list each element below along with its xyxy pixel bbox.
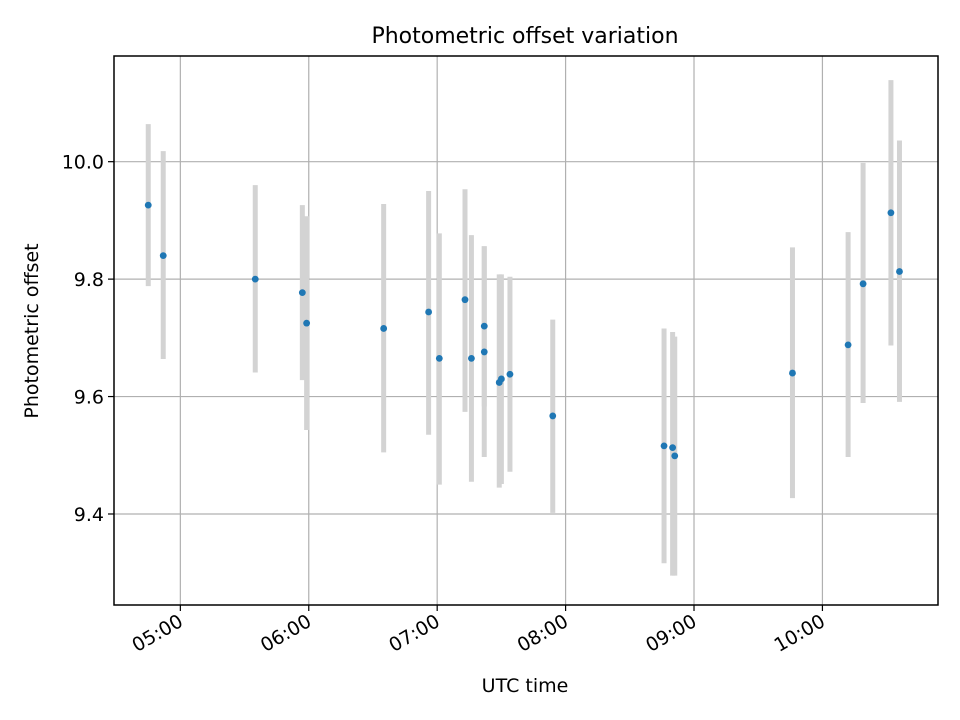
chart-title: Photometric offset variation [371, 24, 678, 49]
data-point [844, 341, 852, 349]
data-point [549, 412, 557, 420]
plot-frame [113, 55, 939, 606]
data-point [425, 308, 433, 316]
y-tick-label: 9.6 [74, 387, 104, 409]
data-point [789, 369, 796, 377]
data-point [159, 252, 167, 260]
data-point [251, 275, 259, 283]
data-point [480, 348, 488, 356]
data-point [144, 201, 152, 209]
data-point [480, 322, 488, 330]
data-point [859, 280, 867, 288]
y-tick-label: 9.4 [74, 504, 104, 526]
data-point [303, 319, 311, 327]
y-tick-label: 9.8 [74, 269, 104, 291]
data-point [660, 442, 668, 450]
data-point [896, 268, 903, 275]
y-axis-label: Photometric offset [21, 243, 43, 418]
data-point [435, 354, 443, 362]
data-points [144, 201, 903, 460]
data-point [887, 209, 895, 217]
data-point [497, 375, 505, 383]
y-tick-label: 10.0 [62, 152, 104, 174]
data-point [669, 444, 677, 452]
data-point [298, 289, 306, 297]
data-point [468, 354, 475, 362]
data-point [506, 370, 514, 378]
x-axis-label: UTC time [482, 675, 569, 697]
data-point [380, 325, 388, 332]
data-point [461, 296, 469, 304]
data-point [671, 452, 679, 460]
